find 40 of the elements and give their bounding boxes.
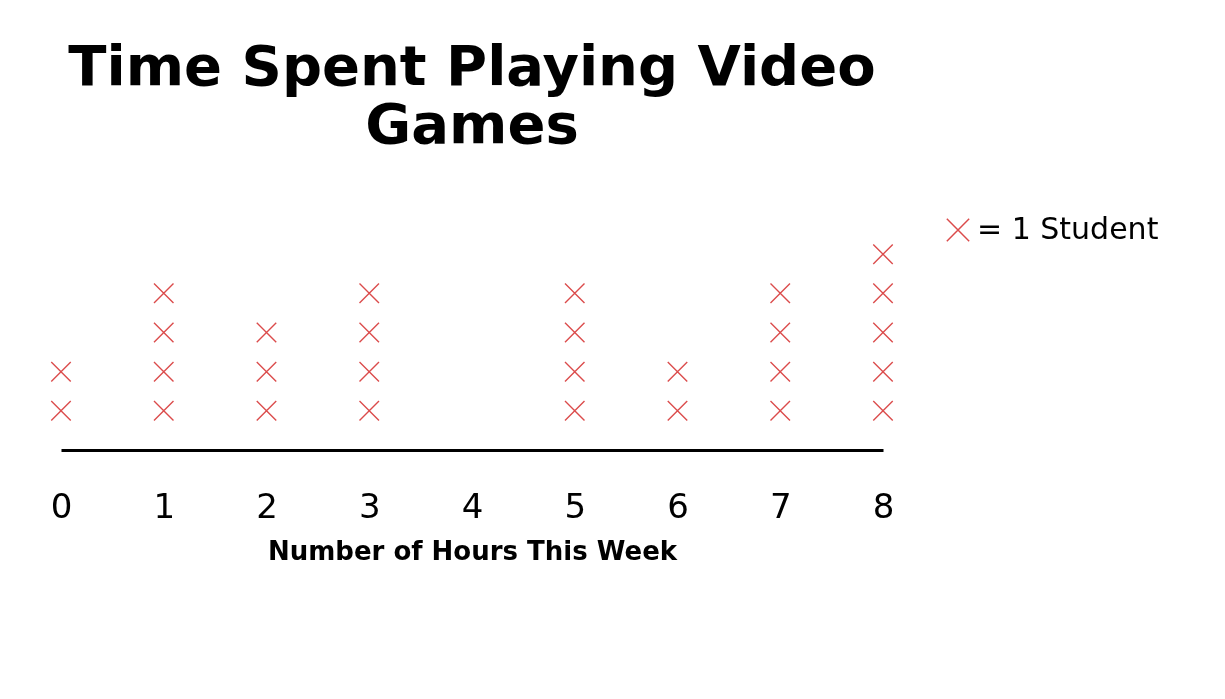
point [872, 322, 894, 343]
x-tick-label: 1 [153, 485, 176, 526]
chart-title: Time Spent Playing Video Games [68, 33, 876, 156]
point [564, 282, 586, 304]
x-tick-label: 6 [667, 485, 689, 526]
x-tick-label: 2 [256, 485, 278, 526]
point [256, 361, 277, 383]
point [153, 361, 175, 383]
point [769, 361, 791, 383]
point [564, 400, 586, 422]
x-tick-label: 7 [769, 485, 792, 526]
point [358, 282, 380, 304]
x-tick-label: 0 [50, 485, 73, 526]
point [358, 322, 380, 343]
point [256, 400, 277, 422]
x-tick-label: 4 [461, 485, 484, 526]
point [667, 400, 688, 422]
x-tick-label: 5 [564, 485, 587, 526]
point [769, 400, 791, 422]
point [153, 400, 175, 422]
point [358, 400, 380, 422]
x-tick-label: 3 [358, 485, 381, 526]
point [872, 400, 894, 422]
point [769, 322, 791, 343]
point [667, 361, 688, 383]
x-axis-title: Number of Hours This Week [267, 535, 678, 566]
point [872, 243, 894, 265]
point [564, 322, 586, 343]
point [872, 361, 894, 383]
point [153, 322, 175, 343]
point [256, 322, 277, 343]
point [769, 282, 791, 304]
point [872, 282, 894, 304]
x-tick-label: 8 [872, 485, 895, 526]
point [50, 400, 72, 422]
point [358, 361, 380, 383]
point [564, 361, 586, 383]
point [50, 361, 72, 383]
legend-label: = 1 Student [977, 211, 1159, 246]
point [153, 282, 175, 304]
